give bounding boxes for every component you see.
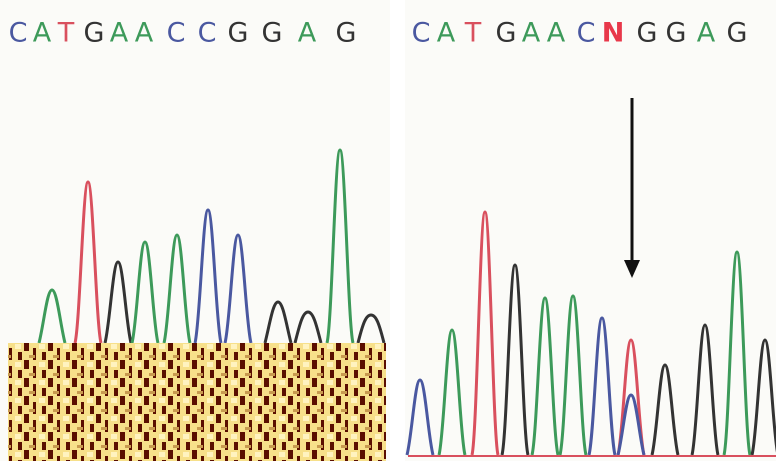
base-letter: G <box>496 18 517 49</box>
base-letter: A <box>697 18 716 49</box>
page: {"panels": [ {"bases": [ {"letter": "C",… <box>0 0 776 461</box>
base-letter: A <box>135 18 154 49</box>
base-letter: C <box>412 18 431 49</box>
base-letter: A <box>110 18 129 49</box>
base-letter: N <box>602 18 625 49</box>
corrupted-region <box>8 343 386 461</box>
base-letter: A <box>298 18 317 49</box>
base-letter: G <box>84 18 105 49</box>
right-panel <box>405 0 776 461</box>
base-letter: T <box>464 18 482 49</box>
base-letter: C <box>577 18 596 49</box>
base-letter: C <box>167 18 186 49</box>
base-letter: G <box>666 18 687 49</box>
base-letter: G <box>228 18 249 49</box>
base-letter: A <box>437 18 456 49</box>
base-letter: C <box>9 18 28 49</box>
base-letter: A <box>547 18 566 49</box>
chromatogram-figure: CATGAACCGGAGCATGAACNGGAG <box>0 0 776 461</box>
base-letter: G <box>262 18 283 49</box>
base-letter: G <box>637 18 658 49</box>
base-letter: G <box>727 18 748 49</box>
base-letter: A <box>33 18 52 49</box>
base-letter: A <box>522 18 541 49</box>
base-letter: C <box>198 18 217 49</box>
base-letter: G <box>336 18 357 49</box>
base-letter: T <box>57 18 75 49</box>
